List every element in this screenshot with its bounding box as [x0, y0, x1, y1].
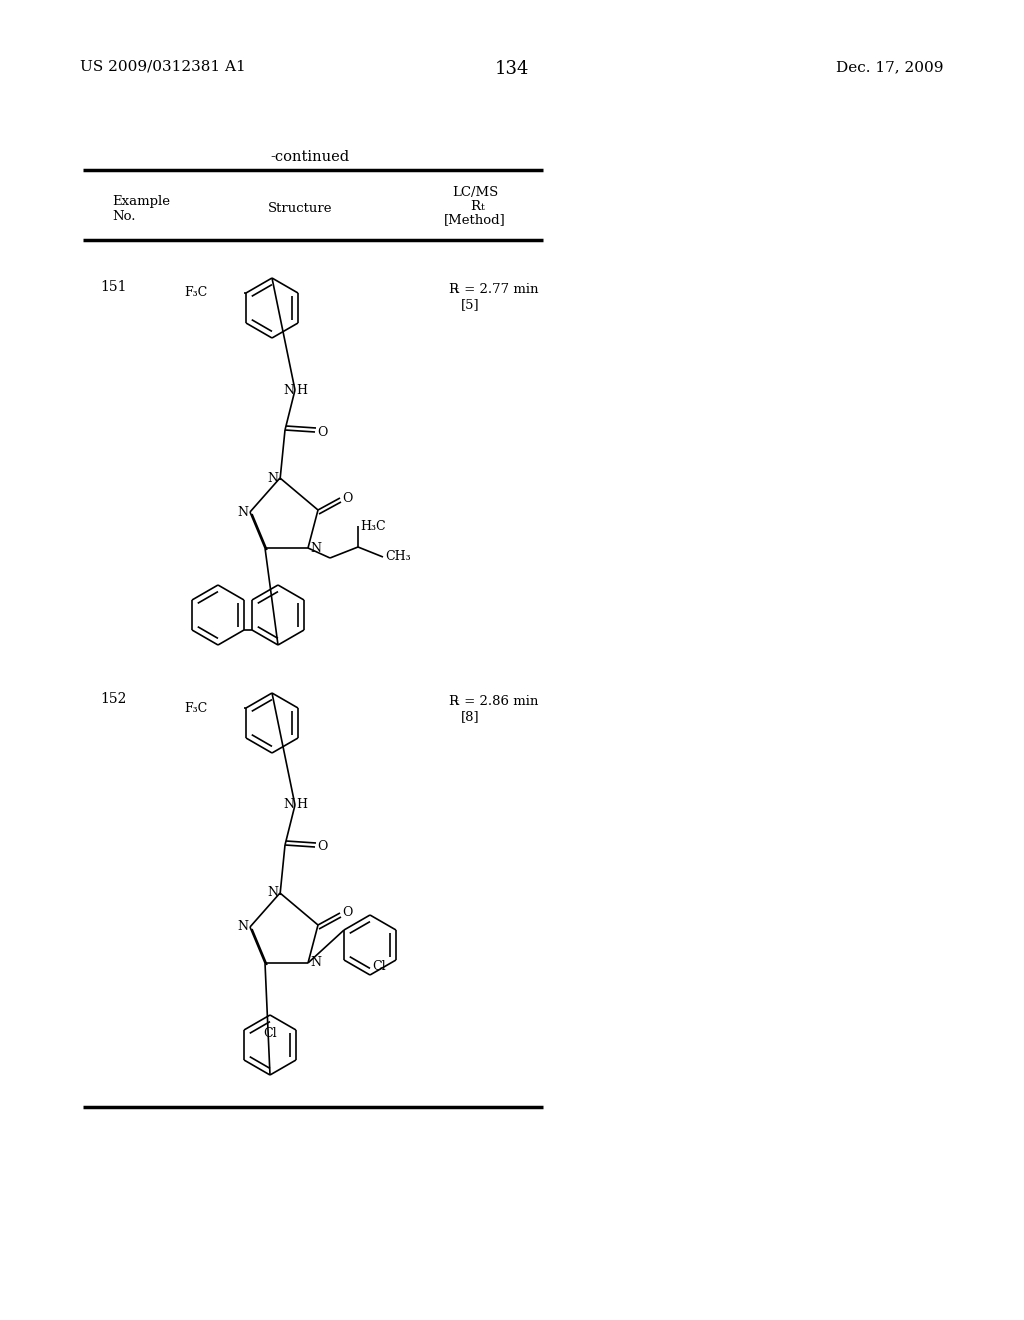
- Text: [Method]: [Method]: [444, 213, 506, 226]
- Text: H₃C: H₃C: [360, 520, 386, 532]
- Text: Dec. 17, 2009: Dec. 17, 2009: [837, 59, 944, 74]
- Text: O: O: [342, 491, 352, 504]
- Text: H: H: [296, 384, 307, 396]
- Text: R: R: [449, 696, 458, 708]
- Text: N: N: [237, 920, 248, 933]
- Text: H: H: [296, 799, 307, 812]
- Text: = 2.86 min: = 2.86 min: [460, 696, 539, 708]
- Text: 151: 151: [100, 280, 127, 294]
- Text: Cl: Cl: [263, 1027, 276, 1040]
- Text: t: t: [455, 286, 459, 294]
- Text: LC/MS: LC/MS: [452, 186, 498, 199]
- Text: N: N: [283, 799, 294, 812]
- Text: No.: No.: [112, 210, 135, 223]
- Text: O: O: [342, 907, 352, 920]
- Text: N: N: [267, 887, 278, 899]
- Text: N: N: [310, 541, 321, 554]
- Text: 152: 152: [100, 692, 126, 706]
- Text: CH₃: CH₃: [385, 550, 411, 564]
- Text: [8]: [8]: [461, 710, 479, 723]
- Text: -continued: -continued: [270, 150, 349, 164]
- Text: Cl: Cl: [372, 961, 386, 974]
- Text: = 2.77 min: = 2.77 min: [460, 282, 539, 296]
- Text: 134: 134: [495, 59, 529, 78]
- Text: N: N: [283, 384, 294, 396]
- Text: N: N: [267, 471, 278, 484]
- Text: O: O: [317, 425, 328, 438]
- Text: Example: Example: [112, 195, 170, 209]
- Text: US 2009/0312381 A1: US 2009/0312381 A1: [80, 59, 246, 74]
- Text: t: t: [455, 698, 459, 708]
- Text: F₃C: F₃C: [184, 701, 208, 714]
- Text: O: O: [317, 841, 328, 854]
- Text: Structure: Structure: [267, 202, 332, 215]
- Text: F₃C: F₃C: [184, 286, 208, 300]
- Text: N: N: [237, 506, 248, 519]
- Text: [5]: [5]: [461, 298, 479, 312]
- Text: N: N: [310, 957, 321, 969]
- Text: R: R: [449, 282, 458, 296]
- Text: t: t: [481, 203, 485, 213]
- Text: R: R: [470, 201, 480, 213]
